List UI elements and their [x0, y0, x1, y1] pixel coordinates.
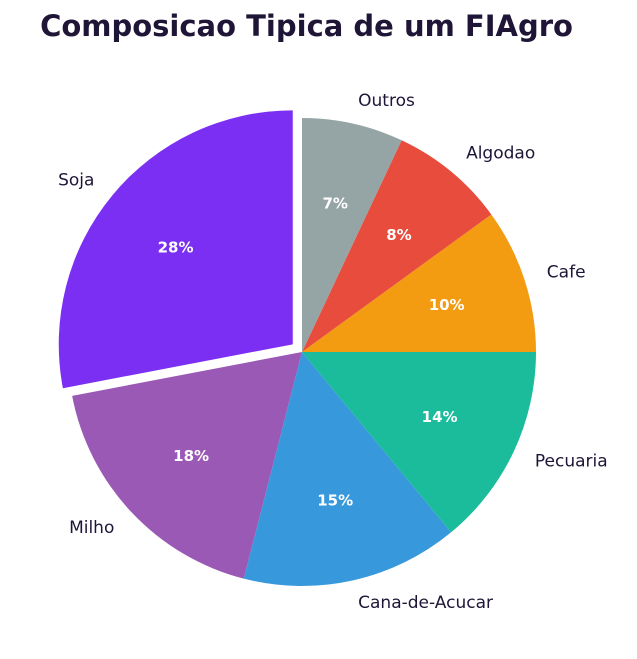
percent-label-cafe: 10%: [429, 296, 465, 314]
category-label-cafe: Cafe: [547, 262, 586, 282]
pie-slices: [58, 110, 536, 586]
category-label-algodao: Algodao: [466, 144, 535, 164]
pie-slice-outros: [302, 118, 402, 352]
percent-label-outros: 7%: [322, 195, 347, 213]
pie-slice-cafe: [302, 214, 536, 352]
pie-slice-milho: [72, 352, 303, 579]
category-label-milho: Milho: [69, 518, 114, 538]
percent-labels: 28% 18% 15% 14% 10% 8% 7%: [158, 195, 465, 510]
pie-slice-soja: [58, 110, 293, 389]
pie-slice-pecuaria: [302, 352, 536, 533]
percent-label-soja: 28%: [158, 238, 194, 256]
category-labels: Soja Milho Cana-de-Acucar Pecuaria Cafe Algod…: [58, 91, 608, 613]
percent-label-milho: 18%: [173, 447, 209, 465]
pie-slice-algodao: [302, 140, 492, 352]
pie-slice-cana-de-acucar: [243, 352, 452, 586]
percent-label-cana-de-acucar: 15%: [317, 491, 353, 509]
category-label-pecuaria: Pecuaria: [535, 452, 608, 472]
percent-label-algodao: 8%: [386, 226, 411, 244]
percent-label-pecuaria: 14%: [422, 408, 458, 426]
category-label-outros: Outros: [358, 91, 415, 111]
chart-title: Composicao Tipica de um FIAgro: [40, 9, 573, 43]
category-label-soja: Soja: [58, 170, 94, 190]
category-label-cana-de-acucar: Cana-de-Acucar: [358, 593, 493, 613]
